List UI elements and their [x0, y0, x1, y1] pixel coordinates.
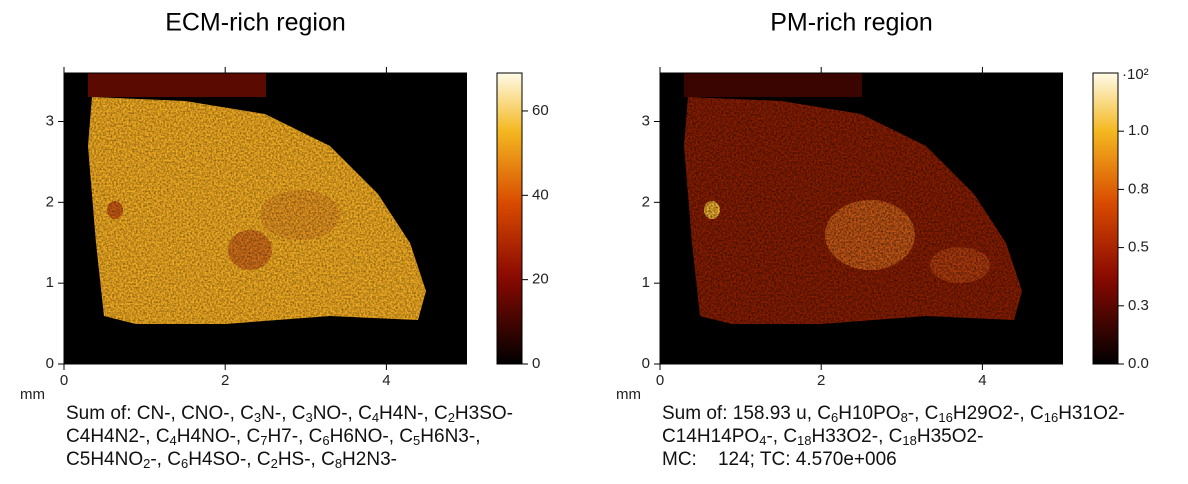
y-tick-label: 1	[46, 274, 54, 291]
caption-line: MC: 124; TC: 4.570e+006	[662, 449, 897, 470]
y-tick-label: 3	[642, 112, 650, 129]
ion-image-right	[660, 73, 1063, 364]
caption-line: Sum of: CN-, CNO-, C3N-, C3NO-, C4H4N-, …	[66, 403, 514, 425]
axis-unit: mm	[20, 386, 45, 403]
y-tick-label: 2	[642, 193, 650, 210]
colorbar-exponent: ·10²	[1122, 66, 1149, 83]
colorbar-tick-label: 1.0	[1128, 122, 1149, 139]
colorbar	[496, 72, 523, 365]
y-tick-label: 3	[46, 112, 54, 129]
colorbar-tick-label: 0	[532, 355, 540, 372]
caption-line: C5H4NO2-, C6H4SO-, C2HS-, C8H2N3-	[66, 449, 397, 471]
y-tick-label: 1	[642, 274, 650, 291]
colorbar-tick-label: 0.5	[1128, 239, 1149, 256]
ion-image-left	[64, 73, 467, 364]
colorbar-tick-label: 60	[532, 102, 549, 119]
y-tick-label: 0	[642, 355, 650, 372]
colorbar-tick-label: 0.0	[1128, 355, 1149, 372]
axis-unit: mm	[616, 386, 641, 403]
panel-title: PM-rich region	[770, 9, 933, 37]
colorbar	[1092, 72, 1119, 365]
caption-line: C4H4N2-, C4H4NO-, C7H7-, C6H6NO-, C5H6N3…	[66, 426, 481, 448]
x-tick-label: 4	[978, 372, 986, 389]
colorbar-tick-label: 0.3	[1128, 297, 1149, 314]
y-tick-label: 0	[46, 355, 54, 372]
x-tick-label: 0	[656, 372, 664, 389]
y-tick-label: 2	[46, 193, 54, 210]
x-tick-label: 2	[221, 372, 229, 389]
x-tick-label: 0	[60, 372, 68, 389]
x-tick-label: 4	[382, 372, 390, 389]
caption-line: C14H14PO4-, C18H33O2-, C18H35O2-	[662, 426, 984, 448]
colorbar-tick-label: 20	[532, 271, 549, 288]
x-tick-label: 2	[817, 372, 825, 389]
caption-line: Sum of: 158.93 u, C6H10PO8-, C16H29O2-, …	[662, 403, 1125, 425]
panel-title: ECM-rich region	[165, 9, 346, 37]
colorbar-tick-label: 0.8	[1128, 180, 1149, 197]
colorbar-tick-label: 40	[532, 186, 549, 203]
